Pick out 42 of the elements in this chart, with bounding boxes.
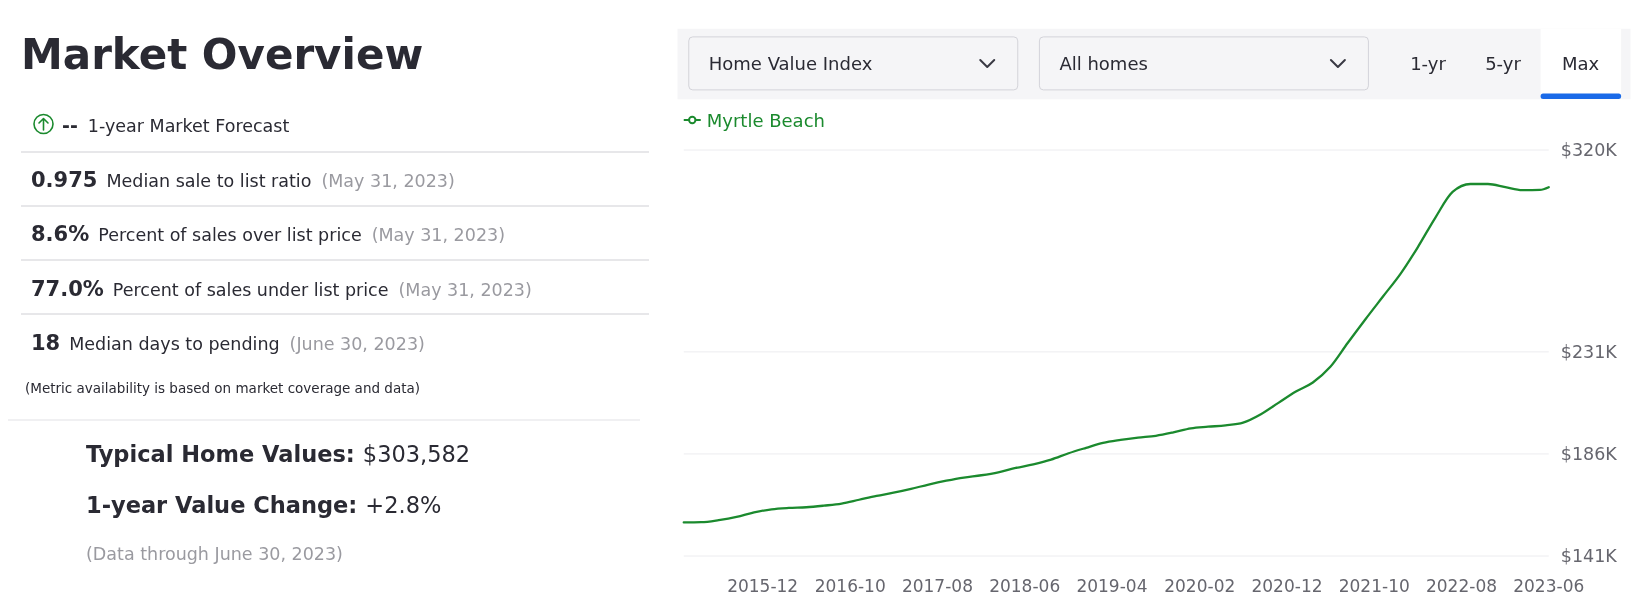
text: (May 31, 2023) [398, 280, 532, 300]
text: Median sale to list ratio [106, 171, 312, 191]
text: 1-year Value Change: [86, 492, 358, 518]
x-tick-label: 2022-08 [1425, 576, 1498, 596]
x-tick-label: 2020-02 [1164, 576, 1236, 596]
x-tick-label: 2019-04 [1076, 576, 1148, 596]
line-series [682, 182, 1550, 524]
text: (May 31, 2023) [321, 171, 455, 191]
text: (Data through June 30, 2023) [86, 544, 343, 564]
text: (May 31, 2023) [371, 225, 505, 245]
y-tick-label: $141K [1560, 546, 1618, 566]
x-tick-label: 2016-10 [814, 576, 886, 596]
text: -- [62, 114, 78, 136]
text: Percent of sales over list price [98, 225, 362, 245]
text: Home Value Index [708, 53, 873, 74]
x-tick-label: 2020-12 [1251, 576, 1323, 596]
text: All homes [1059, 53, 1148, 74]
text: (June 30, 2023) [289, 334, 425, 354]
y-tick-label: $186K [1560, 443, 1618, 464]
text: $303,582 [362, 441, 471, 467]
text: 1-year Market Forecast [87, 116, 290, 136]
text: 77.0% [31, 277, 104, 301]
text: Max [1561, 53, 1600, 74]
x-tick-label: 2017-08 [901, 576, 973, 596]
x-tick-label: 2015-12 [727, 576, 799, 596]
text: Median days to pending [69, 334, 280, 354]
text: (Metric availability is based on market coverage and data) [25, 380, 420, 396]
text: 8.6% [31, 222, 90, 246]
x-tick-label: 2018-06 [989, 576, 1061, 596]
y-tick-label: $231K [1560, 341, 1618, 362]
legend-label: Myrtle Beach [706, 109, 825, 131]
text: Percent of sales under list price [112, 280, 389, 300]
text: +2.8% [365, 492, 442, 518]
text: 1-yr [1410, 53, 1447, 74]
x-tick-label: 2021-10 [1338, 576, 1410, 596]
text: 0.975 [31, 168, 98, 192]
x-tick-label: 2023-06 [1513, 576, 1585, 596]
y-tick-label: $320K [1560, 140, 1618, 160]
text: Typical Home Values: [86, 441, 355, 467]
text: 18 [31, 331, 61, 355]
text: 5-yr [1485, 53, 1522, 74]
text: Market Overview [21, 30, 424, 79]
